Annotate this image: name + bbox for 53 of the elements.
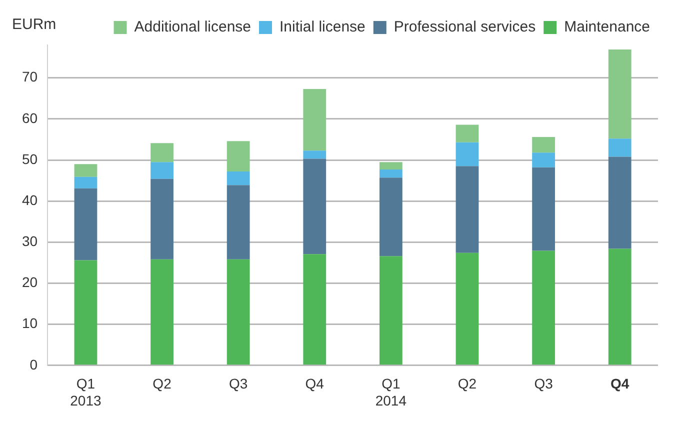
bar [456, 142, 479, 166]
y-tick-label: 30 [22, 233, 38, 250]
x-tick-label: Q2 [152, 376, 172, 392]
bar [379, 162, 402, 170]
y-tick-label: 60 [22, 110, 38, 126]
bar [226, 259, 250, 365]
bar [226, 185, 250, 260]
x-tick-label: Q4 [305, 376, 324, 392]
bar [150, 162, 174, 179]
bar [74, 164, 98, 177]
bar [303, 158, 326, 254]
bar [456, 252, 479, 365]
bar [379, 256, 402, 365]
x-tick-label: Q1 2014 [375, 376, 407, 408]
bar [150, 178, 174, 260]
bar [379, 178, 402, 256]
bar [532, 250, 555, 365]
bar [608, 248, 632, 365]
legend-label: Professional services [394, 18, 536, 36]
bar [456, 166, 479, 253]
legend-label: Initial license [280, 18, 366, 36]
bar [226, 141, 250, 172]
y-tick-label: 0 [30, 356, 38, 372]
bar [303, 88, 326, 151]
y-tick-label: 10 [22, 315, 38, 332]
y-tick-label: 40 [22, 192, 38, 208]
x-tick-label: Q3 [534, 376, 554, 392]
x-tick-label: Q1 2013 [70, 376, 102, 408]
bar [532, 167, 555, 251]
x-tick-label: Q4 [610, 376, 630, 392]
x-tick-label: Q3 [228, 376, 248, 392]
y-tick-label: 70 [22, 68, 38, 85]
bar [74, 176, 98, 188]
legend-label: Additional license [134, 18, 252, 36]
bar [532, 137, 555, 153]
bar [379, 169, 402, 178]
legend-label: Maintenance [564, 18, 650, 36]
bar [303, 254, 326, 365]
bar [608, 138, 632, 157]
bar [74, 188, 98, 260]
bar [608, 156, 632, 249]
bar [303, 150, 326, 159]
bar [150, 259, 174, 365]
bar [74, 260, 98, 365]
bar [150, 143, 174, 162]
bar [456, 124, 479, 142]
y-tick-label: 50 [22, 150, 38, 167]
bar [608, 50, 632, 139]
y-axis-title: EURm [12, 16, 56, 34]
bar [226, 172, 250, 186]
y-tick-label: 20 [22, 274, 38, 290]
x-tick-label: Q2 [458, 376, 477, 392]
bar [532, 152, 555, 168]
